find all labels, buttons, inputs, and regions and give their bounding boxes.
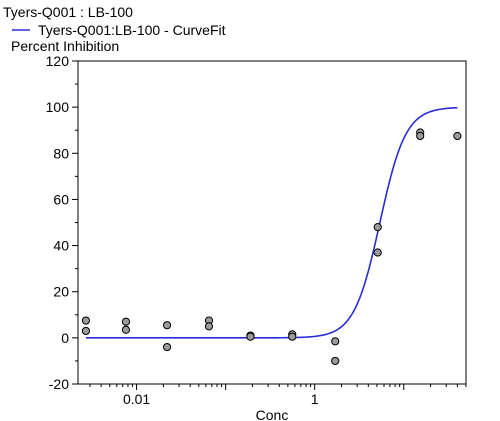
data-point	[453, 131, 462, 141]
y-tick-label: 40	[53, 238, 69, 254]
data-point	[121, 317, 131, 326]
y-tick-label: 0	[61, 330, 69, 346]
data-point	[373, 248, 382, 257]
x-axis-label: Conc	[256, 407, 289, 421]
x-axis: 0.01 1	[89, 384, 467, 407]
y-axis-label: Percent Inhibition	[11, 38, 119, 54]
data-point	[373, 223, 382, 232]
data-points	[81, 128, 462, 366]
y-tick-label: 80	[53, 145, 69, 161]
plot-frame	[77, 60, 467, 385]
data-point	[81, 326, 91, 336]
y-tick-label: 120	[46, 53, 70, 69]
data-point	[81, 316, 91, 325]
y-tick-label: 100	[46, 99, 70, 115]
data-point	[331, 356, 340, 366]
curve-fit-layer	[85, 106, 458, 339]
curve-fit-line	[85, 106, 458, 339]
data-point	[121, 325, 131, 334]
data-point	[416, 131, 425, 141]
data-point	[288, 332, 297, 341]
chart-title: Tyers-Q001 : LB-100	[3, 4, 133, 20]
x-tick-label: 0.01	[123, 391, 150, 407]
data-point	[204, 322, 214, 331]
legend-entry-label: Tyers-Q001:LB-100 - CurveFit	[38, 22, 226, 38]
y-axis: -20 0 20 40 60 80 100 120	[46, 53, 78, 392]
data-point	[162, 342, 172, 352]
legend: Tyers-Q001:LB-100 - CurveFit	[12, 22, 226, 38]
data-point	[162, 321, 172, 330]
data-point	[246, 332, 255, 341]
y-tick-label: 60	[53, 191, 69, 207]
y-tick-label: 20	[53, 284, 69, 300]
data-point	[331, 337, 340, 346]
x-tick-label: 1	[311, 391, 319, 407]
y-tick-label: -20	[49, 376, 69, 392]
